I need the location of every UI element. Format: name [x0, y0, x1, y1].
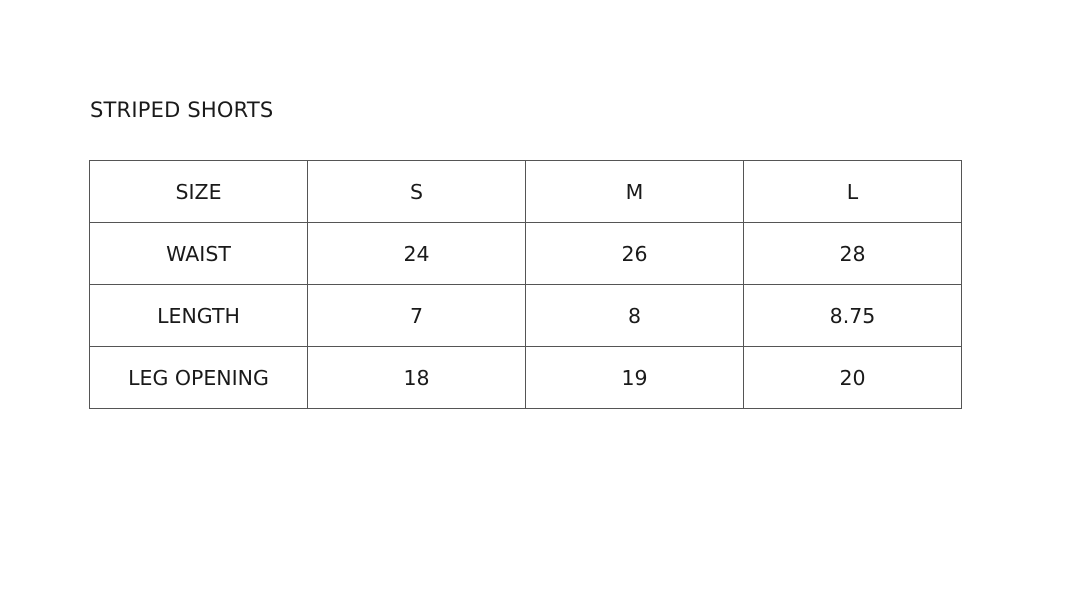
- table-cell: 20: [743, 346, 962, 409]
- row-label: LEG OPENING: [89, 346, 308, 409]
- table-cell: 24: [307, 222, 526, 285]
- page-title: STRIPED SHORTS: [90, 98, 274, 122]
- table-row: LEG OPENING 18 19 20: [89, 346, 962, 409]
- header-cell: SIZE: [89, 160, 308, 223]
- table-cell: 19: [525, 346, 744, 409]
- table-cell: 28: [743, 222, 962, 285]
- table-cell: 26: [525, 222, 744, 285]
- row-label: LENGTH: [89, 284, 308, 347]
- header-cell: S: [307, 160, 526, 223]
- table-header-row: SIZE S M L: [89, 160, 962, 223]
- table-cell: 7: [307, 284, 526, 347]
- header-cell: M: [525, 160, 744, 223]
- size-chart-table: SIZE S M L WAIST 24 26 28 LENGTH 7 8 8.7…: [89, 160, 962, 409]
- header-cell: L: [743, 160, 962, 223]
- table-cell: 8: [525, 284, 744, 347]
- table-cell: 8.75: [743, 284, 962, 347]
- table-cell: 18: [307, 346, 526, 409]
- row-label: WAIST: [89, 222, 308, 285]
- table-row: WAIST 24 26 28: [89, 222, 962, 285]
- table-row: LENGTH 7 8 8.75: [89, 284, 962, 347]
